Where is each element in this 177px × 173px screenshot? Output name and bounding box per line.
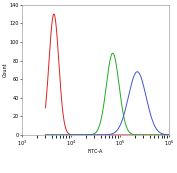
Y-axis label: Count: Count	[3, 63, 8, 77]
X-axis label: FITC-A: FITC-A	[88, 149, 103, 154]
